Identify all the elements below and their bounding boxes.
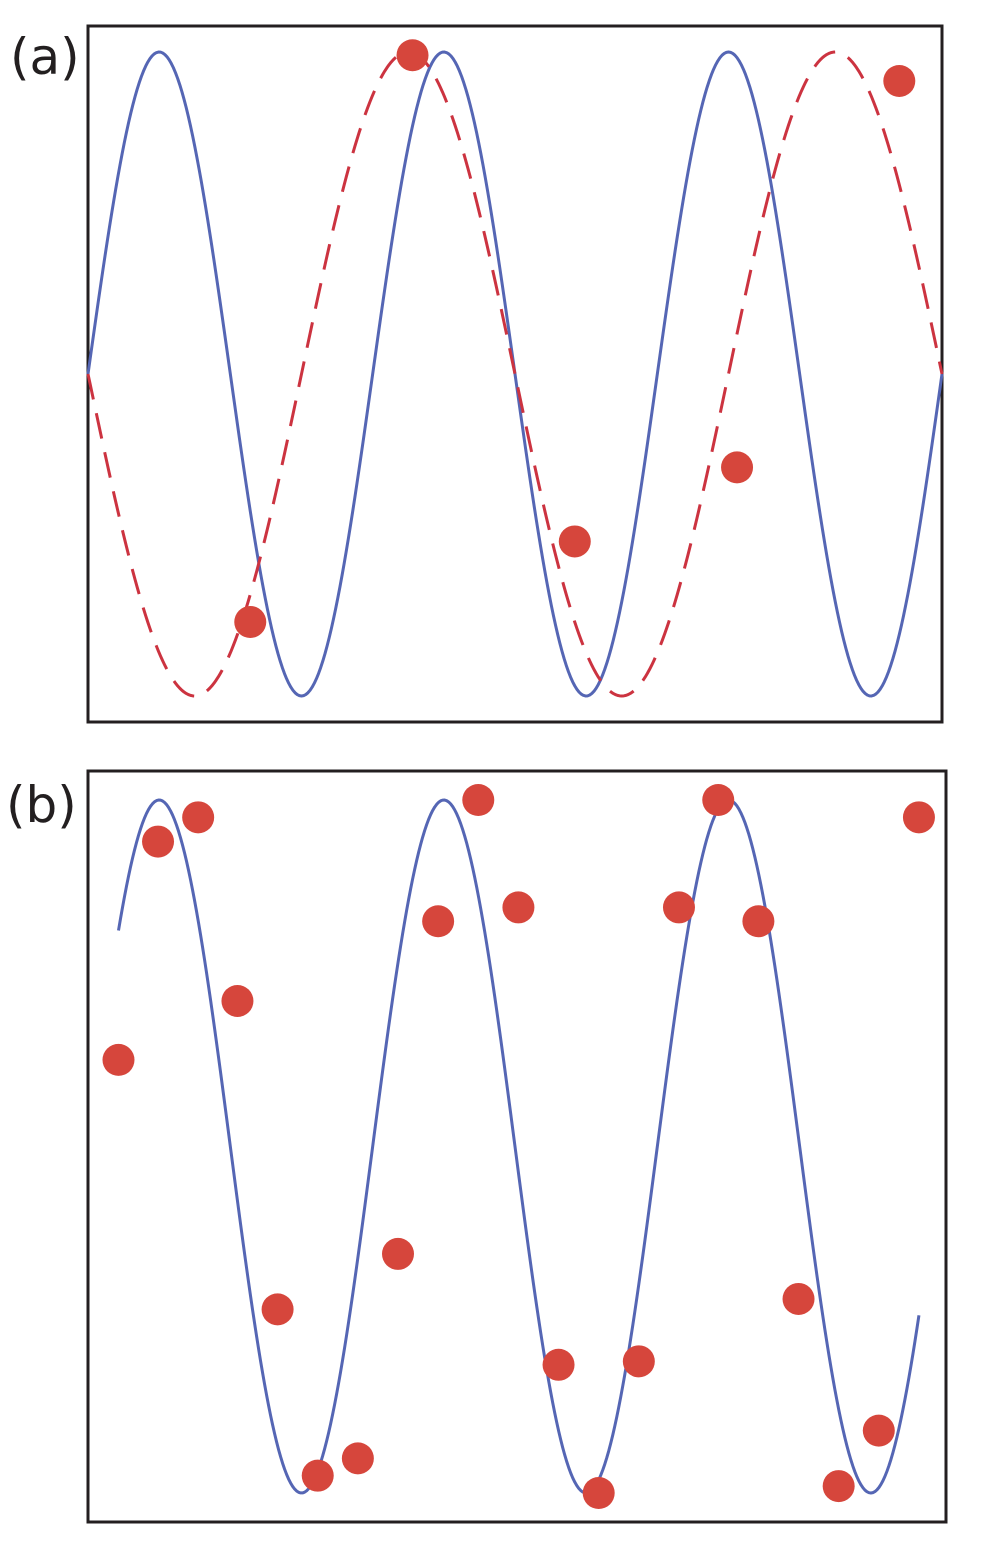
sample-point-b <box>822 1470 855 1503</box>
panel-label-a: (a) <box>10 28 80 86</box>
sample-point-b <box>462 784 495 816</box>
dashed-curve-a <box>86 50 944 698</box>
sample-point-b <box>582 1477 615 1509</box>
sample-point-b <box>502 891 535 924</box>
sample-point-b <box>742 905 775 938</box>
sample-point-b <box>221 984 254 1017</box>
solid-curve-a <box>86 50 944 698</box>
panel-label-b: (b) <box>6 776 77 834</box>
sample-point-a <box>883 64 916 97</box>
sample-point-b <box>261 1293 294 1326</box>
sample-point-b <box>422 905 455 938</box>
panel-b-plot <box>86 769 948 1524</box>
sample-point-b <box>382 1237 414 1270</box>
sample-point-b <box>542 1348 575 1381</box>
sample-point-a <box>234 605 267 638</box>
sample-point-a <box>558 525 591 558</box>
sample-point-b <box>622 1345 655 1378</box>
sample-point-b <box>102 1043 135 1076</box>
sample-point-a <box>721 451 754 484</box>
sample-point-b <box>902 801 935 834</box>
sample-point-a <box>396 39 429 72</box>
sample-point-b <box>182 801 215 834</box>
sample-point-b <box>341 1442 374 1475</box>
sample-point-b <box>862 1414 895 1447</box>
sample-point-b <box>662 891 695 924</box>
solid-curve-b <box>117 798 921 1495</box>
sample-point-b <box>702 784 735 816</box>
sample-point-b <box>782 1282 815 1315</box>
plot-frame-b <box>86 769 948 1524</box>
sample-point-b <box>301 1459 334 1492</box>
panel-a-plot <box>86 24 944 724</box>
sample-point-b <box>142 825 175 858</box>
